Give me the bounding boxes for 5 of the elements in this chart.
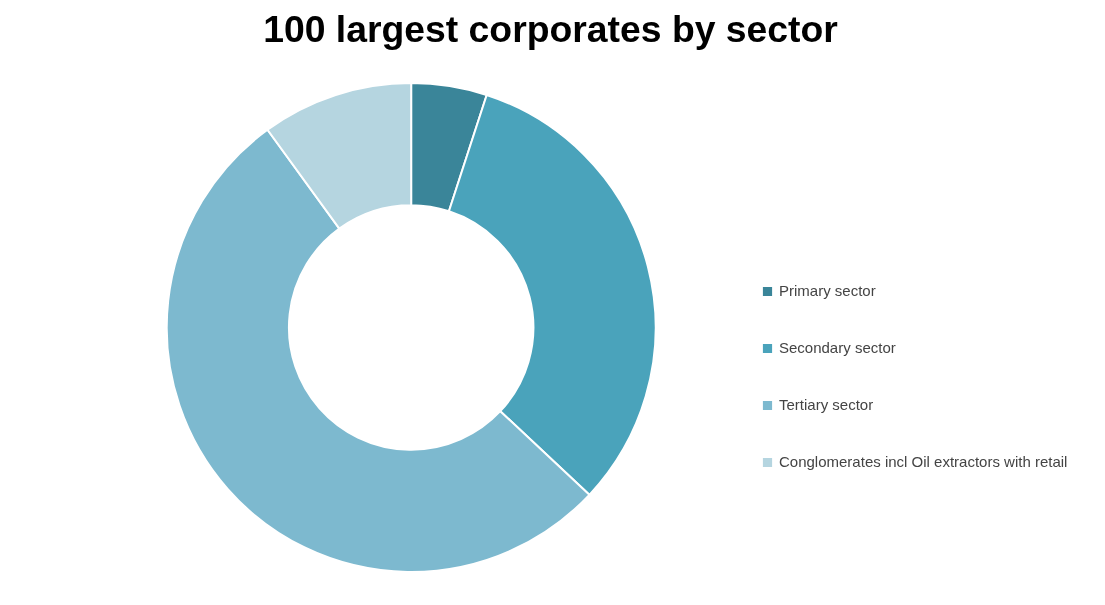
legend-label: Conglomerates incl Oil extractors with retail xyxy=(779,453,1068,470)
legend-label: Tertiary sector xyxy=(779,396,874,413)
legend-label: Primary sector xyxy=(779,282,876,299)
chart-title: 100 largest corporates by sector xyxy=(263,7,838,50)
legend-label: Secondary sector xyxy=(779,339,896,356)
